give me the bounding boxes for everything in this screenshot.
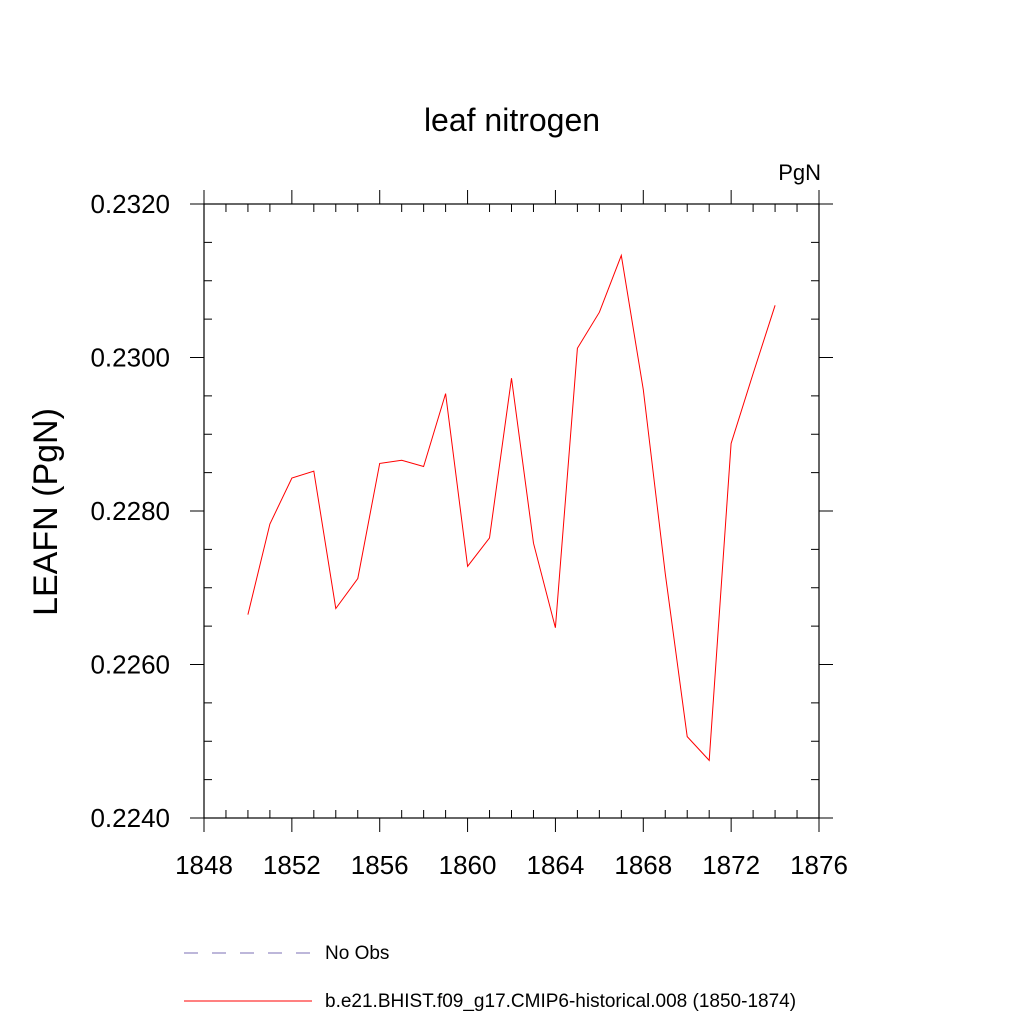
x-tick-label: 1876 bbox=[790, 850, 848, 880]
x-tick-labels: 1848 1852 1856 1860 1864 1868 1872 1876 bbox=[175, 850, 848, 880]
axis-ticks bbox=[190, 190, 833, 832]
y-tick-label: 0.2280 bbox=[90, 496, 170, 526]
x-tick-label: 1848 bbox=[175, 850, 233, 880]
y-tick-label: 0.2260 bbox=[90, 650, 170, 680]
y-tick-label: 0.2240 bbox=[90, 803, 170, 833]
y-tick-label: 0.2300 bbox=[90, 343, 170, 373]
x-tick-label: 1852 bbox=[263, 850, 321, 880]
x-tick-label: 1868 bbox=[614, 850, 672, 880]
units-label: PgN bbox=[778, 160, 821, 185]
series-group bbox=[247, 253, 776, 762]
y-tick-labels: 0.2240 0.2260 0.2280 0.2300 0.2320 bbox=[90, 189, 170, 833]
x-tick-label: 1872 bbox=[702, 850, 760, 880]
x-tick-label: 1860 bbox=[439, 850, 497, 880]
legend-label-historical: b.e21.BHIST.f09_g17.CMIP6-historical.008… bbox=[325, 991, 796, 1012]
x-tick-label: 1856 bbox=[351, 850, 409, 880]
legend: No Obs b.e21.BHIST.f09_g17.CMIP6-histori… bbox=[184, 943, 796, 1012]
series-line-historical bbox=[247, 253, 776, 762]
y-tick-label: 0.2320 bbox=[90, 189, 170, 219]
x-tick-label: 1864 bbox=[527, 850, 585, 880]
legend-label-no-obs: No Obs bbox=[325, 943, 389, 964]
chart-title: leaf nitrogen bbox=[424, 102, 600, 138]
y-axis-label: LEAFN (PgN) bbox=[27, 408, 65, 616]
